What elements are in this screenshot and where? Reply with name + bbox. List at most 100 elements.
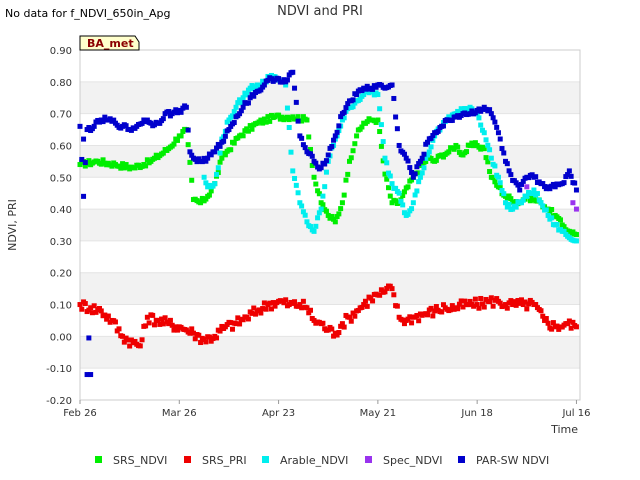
data-point — [352, 313, 358, 319]
data-point — [336, 211, 342, 217]
data-point — [565, 321, 571, 327]
data-point — [566, 228, 572, 234]
data-point — [329, 326, 335, 332]
data-point — [160, 321, 166, 327]
data-point — [531, 187, 537, 193]
data-point — [88, 372, 94, 378]
data-point — [423, 158, 429, 164]
data-point — [345, 101, 351, 107]
data-point — [100, 157, 106, 163]
data-point — [446, 149, 452, 155]
data-point — [488, 295, 494, 301]
data-point — [86, 125, 92, 131]
data-point — [412, 192, 418, 198]
data-point — [77, 123, 83, 129]
data-point — [518, 297, 524, 303]
data-point — [247, 85, 253, 91]
plot-band — [80, 272, 580, 305]
data-point — [359, 304, 365, 310]
data-point — [465, 108, 471, 114]
data-point — [169, 322, 175, 328]
data-point — [245, 128, 251, 134]
data-point — [393, 114, 399, 120]
data-point — [343, 105, 349, 111]
data-point — [221, 138, 227, 144]
data-point — [121, 339, 127, 345]
data-point — [492, 119, 498, 125]
data-point — [573, 206, 579, 212]
data-point — [462, 298, 468, 304]
data-point — [263, 119, 269, 125]
data-point — [423, 155, 429, 161]
data-point — [331, 137, 337, 143]
data-point — [414, 188, 420, 194]
data-point — [467, 111, 473, 117]
data-point — [561, 224, 567, 230]
x-tick-label: Jul 16 — [561, 408, 590, 419]
x-tick-label: Apr 23 — [262, 408, 295, 419]
data-point — [501, 150, 507, 156]
plot-frame — [79, 49, 581, 401]
data-point — [506, 168, 512, 174]
data-point — [497, 300, 503, 306]
data-point — [368, 295, 374, 301]
data-point — [449, 117, 455, 123]
data-point — [258, 117, 264, 123]
legend-swatch — [95, 456, 102, 463]
data-point — [315, 215, 321, 221]
data-point — [231, 120, 237, 126]
data-point — [416, 170, 422, 176]
data-point — [238, 108, 244, 114]
data-point — [256, 307, 262, 313]
data-point — [511, 299, 517, 305]
data-point — [323, 169, 329, 175]
data-point — [430, 313, 436, 319]
data-point — [235, 315, 241, 321]
data-point — [543, 207, 549, 213]
data-point — [336, 330, 342, 336]
data-point — [561, 228, 567, 234]
data-point — [570, 319, 576, 325]
data-point — [417, 174, 423, 180]
data-point — [309, 162, 315, 168]
data-point — [377, 292, 383, 298]
data-point — [82, 301, 88, 307]
data-point — [345, 171, 351, 177]
data-point — [494, 296, 500, 302]
data-point — [295, 118, 301, 124]
data-point — [440, 123, 446, 129]
plot-band — [80, 336, 580, 369]
data-point — [261, 300, 267, 306]
data-point — [417, 158, 423, 164]
data-point — [394, 303, 400, 309]
data-point — [304, 305, 310, 311]
data-point — [258, 87, 264, 93]
data-point — [364, 83, 370, 89]
data-point — [495, 130, 501, 136]
data-point — [433, 157, 439, 163]
data-point — [476, 115, 482, 121]
data-point — [499, 187, 505, 193]
data-point — [159, 316, 165, 322]
data-point — [401, 189, 407, 195]
data-point — [421, 151, 427, 157]
data-point — [573, 324, 579, 330]
data-point — [467, 298, 473, 304]
data-point — [354, 133, 360, 139]
data-point — [157, 120, 163, 126]
data-point — [313, 223, 319, 229]
data-point — [334, 129, 340, 135]
data-point — [524, 193, 530, 199]
data-point — [219, 155, 225, 161]
data-point — [77, 302, 83, 308]
series-par-sw-ndvi — [77, 69, 579, 199]
data-point — [217, 143, 223, 149]
data-point — [86, 158, 92, 164]
data-point — [157, 321, 163, 327]
data-point — [361, 92, 367, 98]
data-point — [400, 202, 406, 208]
data-point — [315, 188, 321, 194]
data-point — [228, 147, 234, 153]
data-point — [247, 95, 253, 101]
data-point — [175, 327, 181, 333]
